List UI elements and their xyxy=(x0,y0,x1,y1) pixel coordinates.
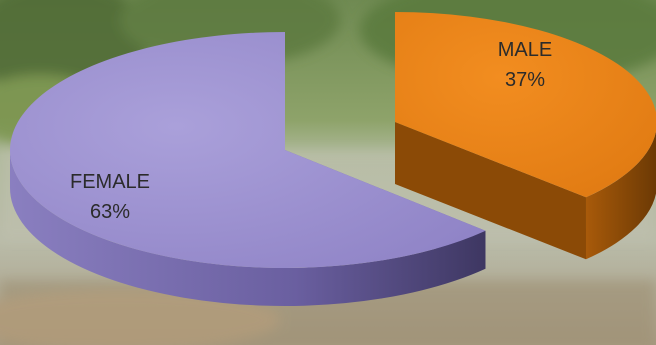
slice-side xyxy=(585,131,656,260)
pie-slice-male xyxy=(395,12,656,260)
slice-side xyxy=(10,150,486,306)
pie-slices xyxy=(9,12,656,306)
slice-wall xyxy=(395,122,586,260)
slice-label-female: FEMALE xyxy=(70,171,150,193)
pie-slice-female xyxy=(9,32,486,306)
slice-top xyxy=(395,12,656,198)
slice-labels: FEMALE 63% MALE 37% xyxy=(70,39,552,223)
slice-percent-male: 37% xyxy=(505,69,545,91)
slice-percent-female: 63% xyxy=(90,201,130,223)
slice-top xyxy=(9,32,486,268)
slice-label-male: MALE xyxy=(498,39,552,61)
